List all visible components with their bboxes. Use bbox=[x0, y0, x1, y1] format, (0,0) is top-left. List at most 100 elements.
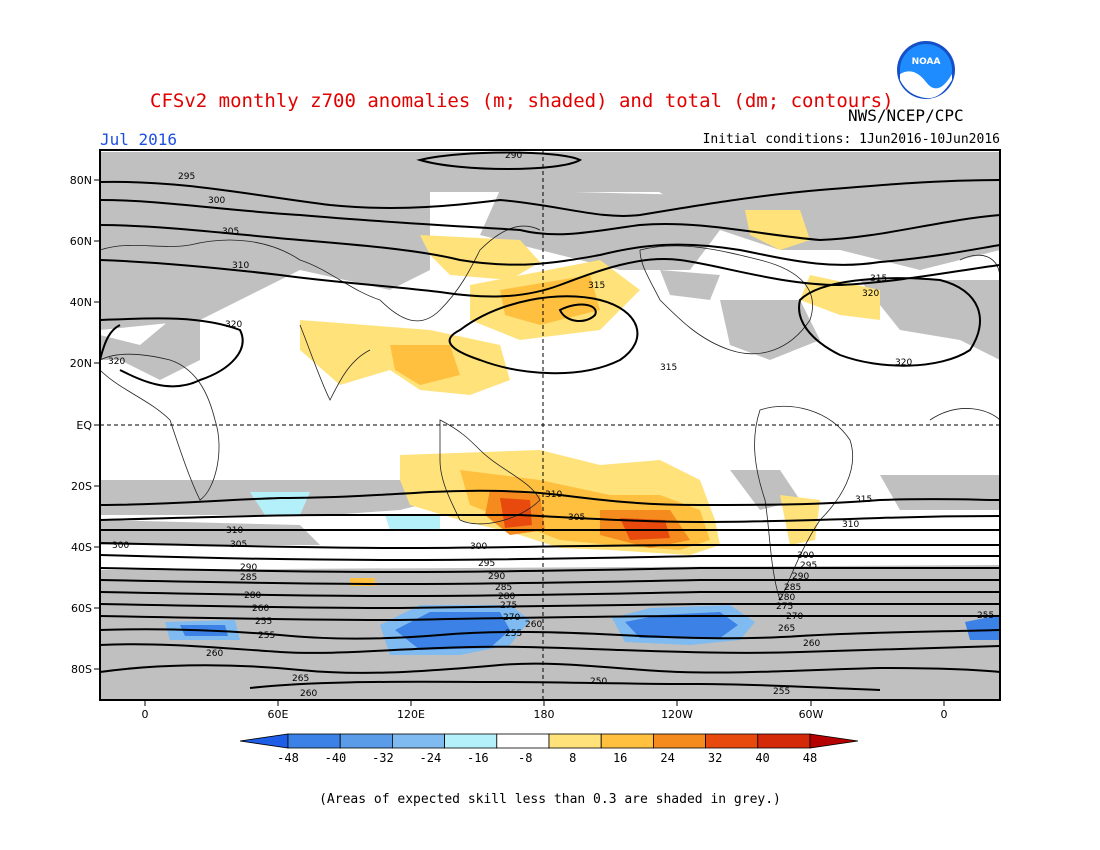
agency-label: NWS/NCEP/CPC bbox=[848, 106, 964, 125]
lat-label: 40N bbox=[70, 296, 92, 309]
contour-label: 265 bbox=[292, 674, 309, 684]
noaa-logo: NOAA bbox=[897, 41, 955, 99]
lat-label: 80S bbox=[71, 663, 92, 676]
contour-label: 290 bbox=[488, 572, 505, 582]
colorbar-swatch bbox=[705, 733, 759, 749]
forecast-month: Jul 2016 bbox=[100, 130, 178, 149]
contour-label: 300 bbox=[112, 541, 129, 551]
continent-outlines bbox=[99, 225, 1001, 602]
contour-label: 280 bbox=[778, 593, 795, 603]
contour-label: 305 bbox=[568, 513, 585, 523]
initial-conditions: Initial conditions: 1Jun2016-10Jun2016 bbox=[702, 132, 1000, 147]
colorbar-tick-label: 48 bbox=[803, 751, 817, 765]
lon-label: 180 bbox=[534, 708, 555, 721]
colorbar-tick-label: 8 bbox=[569, 751, 576, 765]
colorbar-tick-label: -24 bbox=[420, 751, 442, 765]
contour-label: 315 bbox=[855, 495, 872, 505]
contour-label: 280 bbox=[498, 592, 515, 602]
colorbar-tick-label: 16 bbox=[613, 751, 627, 765]
lon-label: 0 bbox=[142, 708, 149, 721]
contour-label: 255 bbox=[255, 617, 272, 627]
colorbar-tick-label: 24 bbox=[660, 751, 674, 765]
contour-label: 320 bbox=[895, 358, 912, 368]
contour-label: 310 bbox=[842, 520, 859, 530]
colorbar-swatch bbox=[444, 733, 498, 749]
longitude-axis: 0 60E 120E 180 120W 60W 0 bbox=[142, 700, 948, 721]
chart-title: CFSv2 monthly z700 anomalies (m; shaded)… bbox=[150, 90, 894, 112]
colorbar: -48 -40 -32 -24 -16 -8 8 16 24 32 40 48 bbox=[239, 733, 859, 765]
contour-label: 255 bbox=[258, 631, 275, 641]
lon-label: 120W bbox=[661, 708, 693, 721]
contour-label: 280 bbox=[244, 591, 261, 601]
contour-label: 270 bbox=[503, 613, 520, 623]
grey-skill-areas bbox=[100, 152, 1000, 700]
colorbar-tick-label: -8 bbox=[518, 751, 532, 765]
contour-labels: 290 295 300 305 310 320 320 315 315 315 … bbox=[108, 151, 994, 699]
contour-label: 285 bbox=[495, 583, 512, 593]
contour-label: 260 bbox=[525, 620, 542, 630]
contour-label: 255 bbox=[977, 611, 994, 621]
contour-label: 305 bbox=[222, 227, 239, 237]
contour-label: 295 bbox=[178, 172, 195, 182]
lat-label: 60N bbox=[70, 235, 92, 248]
colorbar-arrow-right bbox=[809, 733, 859, 749]
contour-label: 315 bbox=[588, 281, 605, 291]
contour-label: 315 bbox=[660, 363, 677, 373]
map-panel: 290 295 300 305 310 320 320 315 315 315 … bbox=[70, 149, 1001, 721]
lat-label: EQ bbox=[76, 419, 92, 432]
lon-label: 60E bbox=[268, 708, 289, 721]
contour-label: 255 bbox=[505, 629, 522, 639]
contour-label: 260 bbox=[803, 639, 820, 649]
colorbar-swatch bbox=[496, 733, 550, 749]
colorbar-swatch bbox=[757, 733, 811, 749]
colorbar-swatch bbox=[287, 733, 341, 749]
contour-label: 290 bbox=[792, 572, 809, 582]
colorbar-swatch bbox=[339, 733, 393, 749]
lon-label: 60W bbox=[799, 708, 824, 721]
latitude-axis: 80N 60N 40N 20N EQ 20S 40S 60S 80S bbox=[70, 174, 100, 676]
contour-label: 300 bbox=[470, 542, 487, 552]
contour-label: 310 bbox=[232, 261, 249, 271]
contour-label: 270 bbox=[786, 612, 803, 622]
contour-label: 310 bbox=[226, 526, 243, 536]
contour-label: 295 bbox=[478, 559, 495, 569]
contour-label: 305 bbox=[230, 540, 247, 550]
contour-label: 300 bbox=[208, 196, 225, 206]
colorbar-swatch bbox=[548, 733, 602, 749]
footnote: (Areas of expected skill less than 0.3 a… bbox=[319, 792, 781, 807]
contour-label: 260 bbox=[252, 604, 269, 614]
contour-label: 320 bbox=[108, 357, 125, 367]
contour-label: 300 bbox=[797, 551, 814, 561]
contour-label: 260 bbox=[206, 649, 223, 659]
contour-label: 290 bbox=[240, 563, 257, 573]
contour-label: 275 bbox=[776, 602, 793, 612]
contour-label: 310 bbox=[545, 490, 562, 500]
colorbar-swatch bbox=[600, 733, 654, 749]
colorbar-arrow-left bbox=[239, 733, 289, 749]
lat-label: 80N bbox=[70, 174, 92, 187]
contour-label: 295 bbox=[800, 561, 817, 571]
colorbar-swatch bbox=[391, 733, 445, 749]
colorbar-tick-label: -16 bbox=[467, 751, 489, 765]
contour-label: 320 bbox=[862, 289, 879, 299]
contour-label: 285 bbox=[240, 573, 257, 583]
lon-label: 120E bbox=[397, 708, 425, 721]
lon-label: 0 bbox=[941, 708, 948, 721]
colorbar-swatch bbox=[653, 733, 707, 749]
contour-label: 260 bbox=[300, 689, 317, 699]
lat-label: 60S bbox=[71, 602, 92, 615]
contour-label: 265 bbox=[778, 624, 795, 634]
colorbar-tick-label: -40 bbox=[325, 751, 347, 765]
contour-label: 255 bbox=[773, 687, 790, 697]
colorbar-tick-label: 40 bbox=[755, 751, 769, 765]
colorbar-tick-label: -48 bbox=[277, 751, 299, 765]
lat-label: 20N bbox=[70, 357, 92, 370]
contour-label: 285 bbox=[784, 583, 801, 593]
noaa-logo-text: NOAA bbox=[912, 57, 941, 67]
contour-label: 275 bbox=[500, 601, 517, 611]
contour-label: 290 bbox=[505, 151, 522, 161]
colorbar-tick-label: 32 bbox=[708, 751, 722, 765]
lat-label: 20S bbox=[71, 480, 92, 493]
lat-label: 40S bbox=[71, 541, 92, 554]
contour-label: 320 bbox=[225, 320, 242, 330]
